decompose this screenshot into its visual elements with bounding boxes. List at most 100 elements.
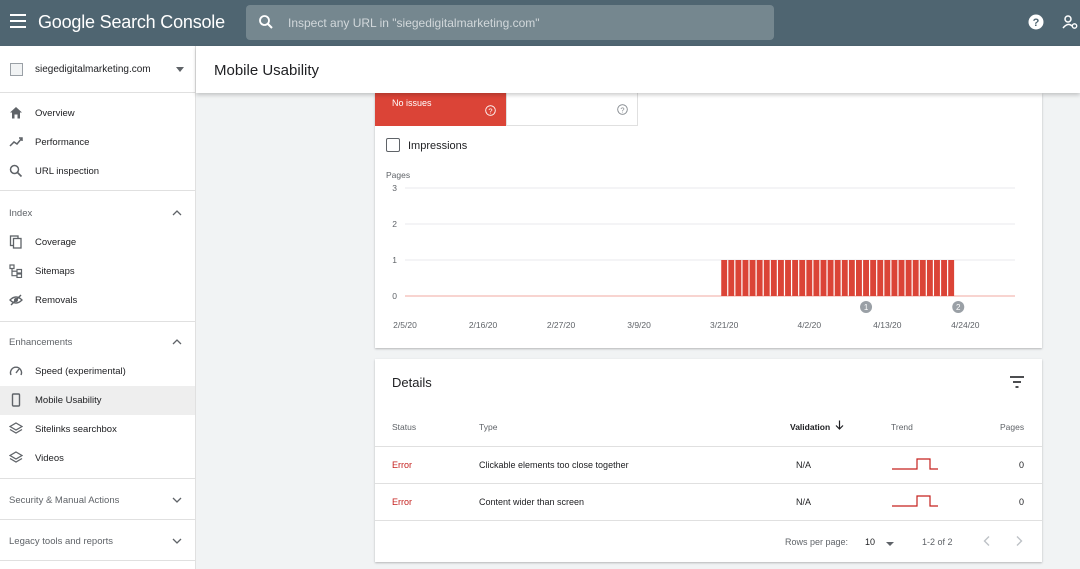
sidebar-item-speed[interactable]: Speed (experimental) [0,357,195,386]
table-row[interactable]: Error Clickable elements too close toget… [375,446,1042,483]
sidebar-item-videos[interactable]: Videos [0,444,195,473]
x-tick-label: 2/5/20 [393,320,417,330]
x-tick-label: 2/16/20 [469,320,498,330]
bar [898,260,905,296]
search-icon [259,15,273,29]
sidebar-item-label: Videos [35,453,64,464]
section-enhancements[interactable]: Enhancements [0,328,195,357]
filter-icon[interactable] [1009,375,1025,389]
menu-icon[interactable] [10,14,26,30]
sidebar-item-label: Overview [35,108,75,119]
sidebar-item-performance[interactable]: Performance [0,128,195,157]
sidebar-item-overview[interactable]: Overview [0,99,195,128]
bar [756,260,763,296]
layers-icon [9,422,23,434]
sidebar-item-label: Coverage [35,237,77,248]
metric-tile[interactable]: ? [506,93,638,126]
property-name: siegedigitalmarketing.com [35,64,151,75]
bar [749,260,756,296]
trend-sparkline [892,495,938,507]
divider [0,478,195,479]
bar [763,260,770,296]
help-icon[interactable]: ? [1028,14,1044,30]
chevron-right-icon[interactable] [1013,535,1025,547]
chevron-up-icon [172,339,182,345]
bar [912,260,919,296]
bar [735,260,742,296]
app-logo[interactable]: Google Search Console [38,12,225,32]
sidebar-item-mobile-usability[interactable]: Mobile Usability [0,386,195,415]
sidebar-item-sitemaps[interactable]: Sitemaps [0,257,195,286]
bar [770,260,777,296]
bar [728,260,735,296]
section-title: Index [9,208,33,219]
section-index[interactable]: Index [0,199,195,228]
home-icon [10,107,22,119]
copy-icon [9,235,22,249]
divider [0,321,195,322]
sidebar: siegedigitalmarketing.com Overview Perfo… [0,46,196,569]
sidebar-item-sitelinks-searchbox[interactable]: Sitelinks searchbox [0,415,195,444]
column-header-trend[interactable]: Trend [891,422,913,432]
chevron-up-icon [172,210,182,216]
table-row[interactable]: Error Content wider than screen N/A 0 [375,483,1042,520]
bar [785,260,791,296]
help-icon[interactable]: ? [485,105,496,116]
column-header-status[interactable]: Status [392,422,417,432]
column-header-pages[interactable]: Pages [1000,422,1025,432]
bar [919,260,926,296]
chevron-down-icon [172,497,182,503]
bar [870,260,877,296]
sidebar-item-label: Mobile Usability [35,395,102,406]
status-cell: Error [392,497,412,507]
annotation-label: 2 [956,303,961,312]
url-inspect-search[interactable] [246,5,774,40]
column-header-validation[interactable]: Validation [790,422,831,432]
section-legacy-tools[interactable]: Legacy tools and reports [0,527,195,556]
sidebar-item-label: Sitemaps [35,266,75,277]
validation-cell: N/A [796,497,812,507]
sidebar-item-url-inspection[interactable]: URL inspection [0,157,195,186]
pages-cell: 0 [1019,460,1025,470]
type-cell: Clickable elements too close together [479,460,629,470]
section-security[interactable]: Security & Manual Actions [0,486,195,515]
property-selector[interactable]: siegedigitalmarketing.com [0,46,195,93]
chevron-down-icon [172,538,182,544]
rows-per-page-select[interactable]: 10 [865,537,876,547]
sidebar-item-coverage[interactable]: Coverage [0,228,195,257]
help-icon[interactable]: ? [617,104,628,115]
annotation-label: 1 [864,303,869,312]
bar [841,260,848,296]
status-cell: Error [392,460,412,470]
chevron-down-icon[interactable] [886,542,894,546]
layers-icon [9,451,23,463]
sidebar-item-label: Removals [35,295,78,306]
svg-text:?: ? [1033,17,1040,29]
no-issues-label: No issues [392,98,432,108]
speedometer-icon [9,366,23,376]
bar [827,260,834,296]
bar [856,260,862,296]
impressions-label: Impressions [408,140,468,152]
y-tick-label: 1 [392,255,397,265]
search-input[interactable] [288,5,758,40]
bar [799,260,806,296]
svg-text:?: ? [620,105,624,114]
y-tick-label: 3 [392,183,397,193]
bar [863,260,869,296]
bar [813,260,820,296]
chevron-left-icon[interactable] [981,535,993,547]
checkbox-icon[interactable] [386,138,400,152]
y-axis-label: Pages [386,170,410,180]
arrow-down-icon[interactable] [835,420,844,430]
details-title: Details [392,375,432,390]
phone-icon [11,393,21,407]
no-issues-tile[interactable]: No issues ? [375,93,506,126]
account-settings-icon[interactable] [1062,14,1078,30]
bar [792,260,799,296]
divider [0,560,195,561]
sidebar-item-removals[interactable]: Removals [0,286,195,315]
svg-text:?: ? [488,106,492,115]
column-header-type[interactable]: Type [479,422,498,432]
bar [877,260,884,296]
